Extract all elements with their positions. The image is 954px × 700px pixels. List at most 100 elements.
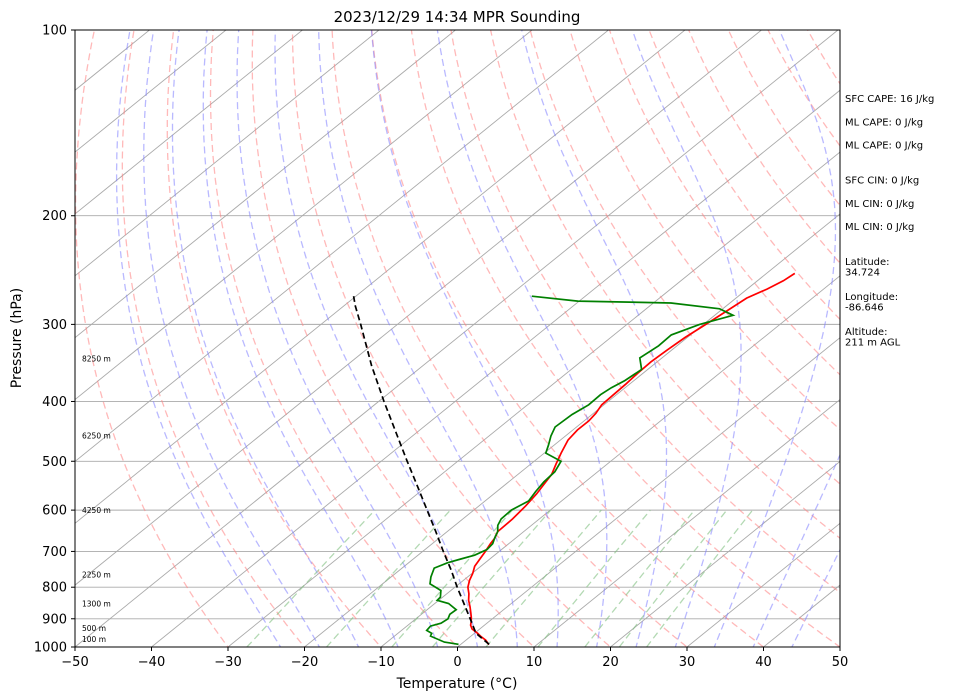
dry-adiabat-line <box>608 30 840 376</box>
mixing-ratio-line <box>391 509 513 647</box>
side-annotation: SFC CAPE: 16 J/kg <box>845 94 934 105</box>
isotherm-line <box>686 522 840 647</box>
moist-adiabat-line <box>752 453 840 647</box>
mixing-ratio-line <box>618 509 728 647</box>
side-annotation: ML CAPE: 0 J/kg <box>845 117 923 128</box>
isotherm-line <box>609 460 840 647</box>
dry-adiabat-line <box>291 30 612 647</box>
y-tick-label: 100 <box>42 24 67 39</box>
isotherm-line <box>75 30 533 401</box>
mixing-ratio-line <box>485 509 602 647</box>
dry-adiabat-line <box>569 30 840 431</box>
y-tick-label: 900 <box>42 612 67 627</box>
y-axis-label: Pressure (hPa) <box>9 288 25 388</box>
side-annotation: 211 m AGL <box>845 337 901 348</box>
x-axis-ticks: −50 −40 −30 −20 −10 0 10 20 30 40 50 <box>61 647 848 670</box>
parcel-profile-line <box>352 296 490 645</box>
isotherm-line <box>533 398 840 647</box>
y-tick-label: 700 <box>42 545 67 560</box>
background-lines <box>75 30 840 647</box>
mixing-ratio-line <box>537 509 651 647</box>
dry-adiabat-line <box>648 30 840 321</box>
x-tick-label: 30 <box>679 655 696 670</box>
side-annotation: ML CIN: 0 J/kg <box>845 199 914 210</box>
height-label: 1300 m <box>82 599 111 608</box>
dry-adiabat-line <box>727 30 840 207</box>
y-tick-label: 300 <box>42 318 67 333</box>
temperature-profile-line <box>467 272 796 646</box>
x-tick-label: 10 <box>526 655 543 670</box>
data-series <box>352 272 796 646</box>
y-tick-label: 200 <box>42 209 67 224</box>
moist-adiabat-line <box>236 30 439 647</box>
height-label: 4250 m <box>82 506 111 515</box>
x-tick-label: 50 <box>832 655 849 670</box>
moist-adiabat-line <box>143 30 321 647</box>
dry-adiabat-line <box>166 30 382 647</box>
x-tick-label: −50 <box>61 655 88 670</box>
y-tick-label: 1000 <box>34 641 67 656</box>
mixing-ratio-line <box>246 509 376 647</box>
moist-adiabat-line <box>202 30 399 647</box>
isotherm-line <box>75 30 457 339</box>
isotherm-line <box>75 30 839 647</box>
moist-adiabat-line <box>171 30 360 647</box>
y-axis-ticks: 1000 900 800 700 600 500 400 300 200 100 <box>34 24 75 656</box>
x-axis-label: Temperature (°C) <box>396 676 518 692</box>
side-annotations: SFC CAPE: 16 J/kg ML CAPE: 0 J/kg ML CAPE:… <box>845 94 934 348</box>
mixing-ratio-line <box>584 509 696 647</box>
moist-adiabat-line <box>115 30 282 647</box>
chart-title: 2023/12/29 14:34 MPR Sounding <box>334 8 581 26</box>
dry-adiabat-line <box>529 30 840 485</box>
height-labels: 100 m 500 m 1300 m 2250 m 4250 m 6250 m 8250 m <box>82 354 111 643</box>
moist-adiabat-line <box>631 30 742 647</box>
y-tick-label: 500 <box>42 455 67 470</box>
mixing-ratio-line <box>326 509 451 647</box>
x-tick-label: −10 <box>367 655 394 670</box>
side-annotation: SFC CIN: 0 J/kg <box>845 176 919 187</box>
side-annotation: Altitude: <box>845 327 887 338</box>
height-label: 6250 m <box>82 432 111 441</box>
height-label: 500 m <box>82 624 106 633</box>
isotherm-line <box>75 30 151 91</box>
dry-adiabat-line <box>331 30 689 647</box>
side-annotation: 34.724 <box>845 268 880 279</box>
side-annotation: ML CAPE: 0 J/kg <box>845 141 923 152</box>
x-tick-label: 0 <box>453 655 461 670</box>
isotherm-line <box>227 151 840 647</box>
x-tick-label: 40 <box>755 655 772 670</box>
side-annotation: Latitude: <box>845 257 890 268</box>
height-label: 2250 m <box>82 571 111 580</box>
height-label: 100 m <box>82 635 106 644</box>
dry-adiabat-line <box>121 30 306 647</box>
isotherm-line <box>75 30 227 153</box>
dry-adiabat-line <box>75 30 229 647</box>
side-annotation: -86.646 <box>845 303 884 314</box>
dry-adiabat-line <box>687 30 840 265</box>
x-tick-label: 20 <box>602 655 619 670</box>
isotherm-line <box>75 30 610 462</box>
isotherm-line <box>75 30 304 215</box>
dewpoint-profile-line <box>425 295 736 646</box>
dry-adiabat-line <box>410 30 840 647</box>
side-annotation: Longitude: <box>845 292 898 303</box>
dry-adiabat-line <box>251 30 535 647</box>
moist-adiabat-line <box>318 30 518 647</box>
isotherm-line <box>75 30 686 524</box>
dry-adiabat-line <box>209 30 459 647</box>
x-tick-label: −20 <box>291 655 318 670</box>
isotherm-line <box>75 30 763 586</box>
moist-adiabat-line <box>370 30 559 647</box>
x-tick-label: −40 <box>138 655 165 670</box>
y-tick-label: 800 <box>42 581 67 596</box>
y-tick-label: 400 <box>42 395 67 410</box>
x-tick-label: −30 <box>214 655 241 670</box>
isotherm-line <box>456 337 840 647</box>
dry-adiabat-line <box>371 30 765 647</box>
mixing-ratio-line <box>431 509 552 647</box>
moist-adiabat-line <box>713 30 837 647</box>
mixing-ratio-line <box>646 509 754 647</box>
dry-adiabat-line <box>450 30 840 594</box>
moist-adiabat-line <box>436 30 608 647</box>
